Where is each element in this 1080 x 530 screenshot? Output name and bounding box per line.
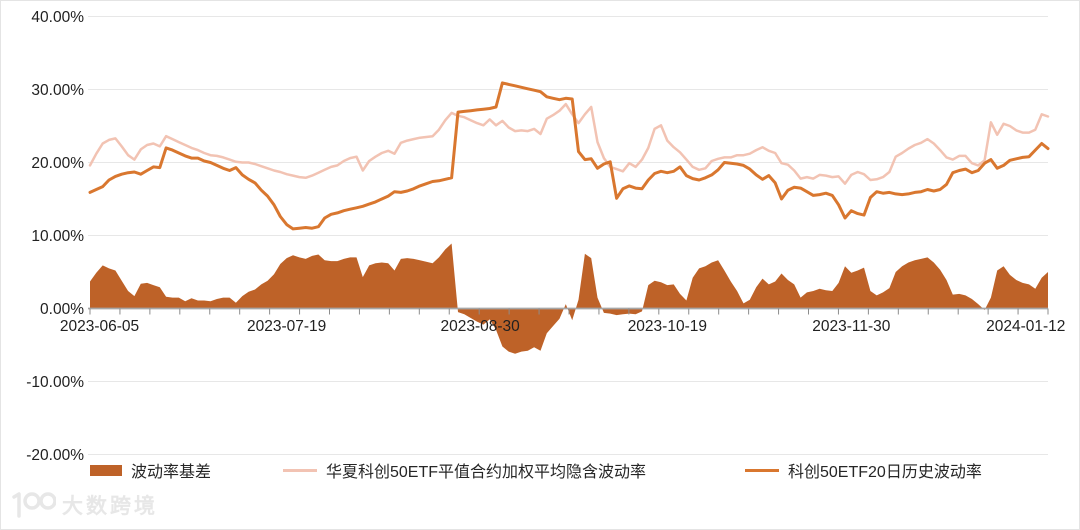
x-tick-label: 2023-10-19 [628,318,707,335]
x-axis-ticks [89,308,1049,315]
legend-label-basis: 波动率基差 [131,464,212,481]
x-tick-label: 2024-01-12 [986,318,1065,335]
basis-area-swatch [90,464,122,476]
legend-label-historical: 科创50ETF20日历史波动率 [788,464,982,481]
y-tick-label: -20.00% [26,447,84,464]
y-axis-labels: 40.00% 30.00% 20.00% 10.00% 0.00% -10.00% -20.… [26,9,84,464]
x-tick-label: 2023-08-30 [441,318,521,335]
watermark-logo-icon [12,492,56,518]
watermark-text: 大数跨境 [62,495,158,518]
legend-item-basis: 波动率基差 [90,458,211,482]
x-tick-label: 2023-11-30 [812,318,891,335]
y-tick-label: 20.00% [31,155,84,172]
y-tick-label: 10.00% [31,228,84,245]
legend-item-historical: 科创50ETF20日历史波动率 [745,458,982,482]
x-axis-labels: 2023-06-05 2023-07-19 2023-08-30 2023-10-19… [60,318,1066,335]
y-tick-label: 40.00% [31,9,84,26]
gridlines [88,16,1048,455]
x-tick-label: 2023-07-19 [247,318,326,335]
y-tick-label: 30.00% [31,82,84,99]
historical-vol-line [88,81,1050,231]
y-tick-label: -10.00% [26,374,84,391]
implied-line-swatch [283,468,317,472]
historical-line-swatch [745,468,779,472]
legend-item-implied: 华夏科创50ETF平值合约加权平均隐含波动率 [283,458,646,482]
watermark: 大数跨境 [10,490,158,520]
x-tick-label: 2023-06-05 [60,318,139,335]
legend-label-implied: 华夏科创50ETF平值合约加权平均隐含波动率 [326,464,647,481]
implied-vol-line [88,102,1050,185]
y-tick-label: 0.00% [40,301,84,318]
basis-area-series [90,243,1048,354]
